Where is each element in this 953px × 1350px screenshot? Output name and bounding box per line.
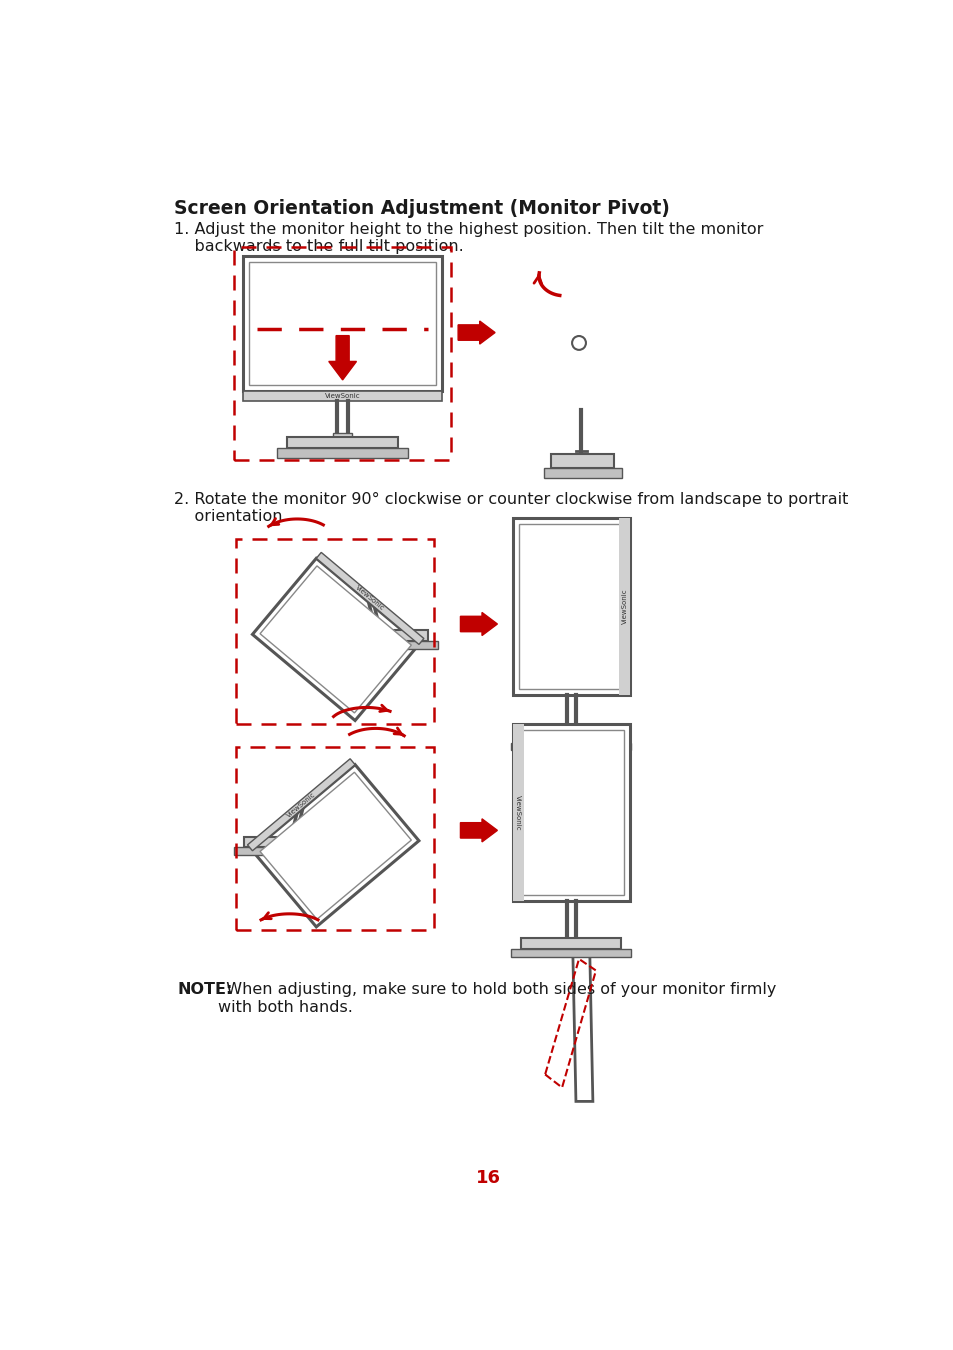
Polygon shape (316, 552, 423, 644)
Bar (233, 247, 451, 460)
Bar (513, 724, 629, 902)
Bar (333, 433, 352, 439)
Circle shape (572, 336, 585, 350)
Bar (518, 524, 623, 688)
Bar (511, 743, 631, 751)
FancyArrow shape (329, 336, 356, 379)
Polygon shape (253, 559, 418, 721)
FancyArrow shape (460, 819, 497, 842)
Polygon shape (247, 759, 355, 850)
Bar (317, 641, 437, 649)
Text: ViewSonic: ViewSonic (285, 791, 316, 818)
Bar (543, 467, 621, 478)
Bar (551, 454, 614, 467)
Bar (243, 390, 441, 401)
Text: ViewSonic: ViewSonic (620, 589, 627, 624)
Polygon shape (572, 953, 592, 1102)
Bar (518, 730, 623, 895)
Bar (243, 256, 441, 390)
Text: Screen Orientation Adjustment (Monitor Pivot): Screen Orientation Adjustment (Monitor P… (173, 198, 669, 217)
Text: orientation.: orientation. (173, 509, 287, 524)
Bar (277, 448, 408, 458)
Bar (513, 518, 629, 695)
Bar (244, 837, 344, 848)
Bar (520, 732, 620, 742)
Text: 16: 16 (476, 1169, 501, 1187)
Bar (235, 539, 434, 724)
FancyArrow shape (457, 321, 495, 344)
Bar (287, 437, 397, 448)
Text: ViewSonic: ViewSonic (515, 795, 520, 830)
Bar (235, 747, 434, 930)
Text: ViewSonic: ViewSonic (355, 585, 385, 612)
Bar (327, 630, 427, 641)
Text: with both hands.: with both hands. (177, 1000, 353, 1015)
Text: When adjusting, make sure to hold both sides of your monitor firmly: When adjusting, make sure to hold both s… (215, 981, 775, 998)
Bar (249, 262, 436, 385)
Text: ViewSonic: ViewSonic (324, 393, 360, 400)
Text: 1. Adjust the monitor height to the highest position. Then tilt the monitor: 1. Adjust the monitor height to the high… (173, 221, 762, 238)
Polygon shape (260, 566, 411, 713)
Bar (513, 724, 523, 902)
Text: backwards to the full tilt position.: backwards to the full tilt position. (173, 239, 463, 254)
Polygon shape (253, 764, 418, 927)
Polygon shape (260, 772, 411, 919)
FancyArrow shape (460, 613, 497, 636)
Text: NOTE:: NOTE: (177, 981, 233, 998)
Bar (520, 938, 620, 949)
Bar (618, 518, 629, 695)
Bar (511, 949, 631, 957)
Bar (233, 848, 354, 855)
Text: 2. Rotate the monitor 90° clockwise or counter clockwise from landscape to portr: 2. Rotate the monitor 90° clockwise or c… (173, 491, 847, 506)
